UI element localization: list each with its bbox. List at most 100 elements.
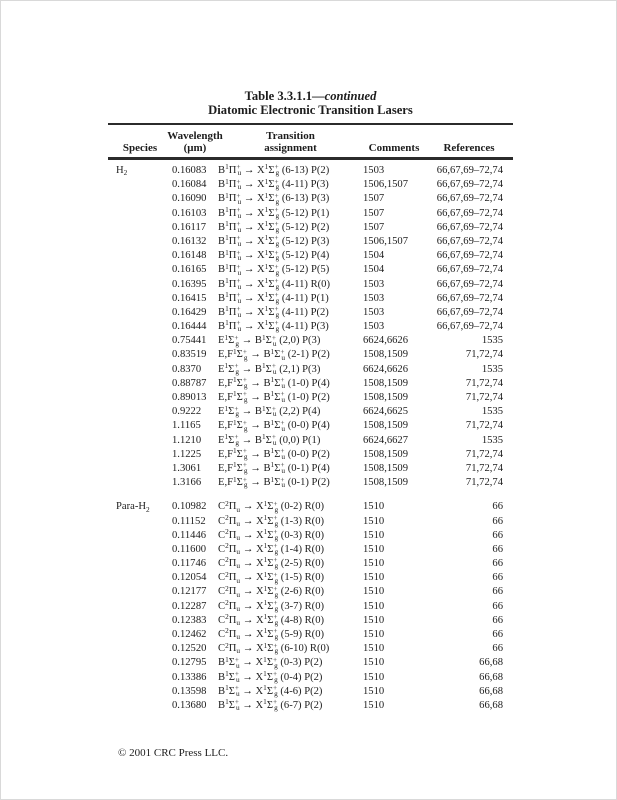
table-row: 0.11600 C2Πu → X1Σ+g (1-4) R(0) 1510 66 — [108, 542, 513, 557]
cell-wavelength: 0.13598 — [172, 685, 207, 697]
cell-transition: C2Πu → X1Σ+g (5-9) R(0) — [218, 626, 325, 642]
cell-species — [108, 600, 172, 614]
table-row: 0.12054 C2Πu → X1Σ+g (1-5) R(0) 1510 66 — [108, 571, 513, 585]
column-header-references-label: References — [443, 141, 495, 154]
cell-species — [108, 320, 172, 334]
cell-references: 66 — [492, 600, 503, 612]
cell-comments: 1503 — [363, 292, 385, 304]
table-row: 0.16395 B1Π+u → X1Σ+g (4-11) R(0) 1503 66,6… — [108, 275, 513, 292]
cell-comments: 6624,6625 — [363, 406, 409, 418]
cell-references: 71,72,74 — [465, 349, 503, 361]
cell-comments: 1510 — [363, 657, 385, 669]
cell-comments: 1507 — [363, 221, 385, 233]
cell-transition: E1Σ+g → B1Σ+u (2,2) P(4) — [218, 403, 321, 419]
cell-references: 66 — [492, 614, 503, 626]
table-row: 0.8370 E1Σ+g → B1Σ+u (2,1) P(3) 6624,6626 1… — [108, 362, 513, 377]
cell-transition: B1Π+u → X1Σ+g (4-11) P(2) — [218, 304, 329, 320]
cell-transition: B1Σ+u → X1Σ+g (4-6) P(2) — [218, 683, 323, 699]
cell-transition: E,F1Σ+g → B1Σ+u (2-1) P(2) — [218, 346, 330, 362]
table-row: 0.11152 C2Πu → X1Σ+g (1-3) R(0) 1510 66 — [108, 514, 513, 529]
cell-references: 66,68 — [479, 699, 503, 711]
table-body: H2 0.16083 B1Π+u → X1Σ+g (6-13) P(2) 1503 66… — [108, 160, 513, 713]
table-row: 1.1210 E1Σ+g → B1Σ+u (0,0) P(1) 6624,6627 1… — [108, 431, 513, 448]
cell-references: 66,68 — [479, 657, 503, 669]
table-row: 0.13386 B1Σ+u → X1Σ+g (0-4) P(2) 1510 66,68 — [108, 668, 513, 685]
cell-species — [108, 585, 172, 599]
table-row: 0.16429 B1Π+u → X1Σ+g (4-11) P(2) 1503 66,6… — [108, 304, 513, 320]
table-row: 0.16084 B1Π+u → X1Σ+g (4-11) P(3) 1506,150… — [108, 177, 513, 192]
cell-transition: B1Π+u → X1Σ+g (6-13) P(2) — [218, 162, 330, 178]
cell-comments: 1508,1509 — [363, 448, 409, 460]
cell-comments: 1506,1507 — [363, 179, 409, 191]
divider-under-header — [108, 157, 513, 160]
cell-comments: 1504 — [363, 250, 385, 262]
cell-wavelength: 0.13386 — [172, 671, 207, 683]
cell-references: 66 — [492, 515, 503, 527]
cell-comments: 1503 — [363, 321, 385, 333]
cell-comments: 1510 — [363, 543, 385, 555]
cell-transition: C2Πu → X1Σ+g (0-3) R(0) — [218, 527, 325, 542]
cell-references: 66,68 — [479, 685, 503, 697]
cell-transition: E,F1Σ+g → B1Σ+u (0-0) P(4) — [218, 417, 330, 433]
table-row: 0.13680 B1Σ+u → X1Σ+g (6-7) P(2) 1510 66,68 — [108, 698, 513, 713]
cell-references: 66,67,69–72,74 — [436, 207, 503, 219]
column-header-comments-label: Comments — [368, 141, 420, 154]
table-row: 0.16132 B1Π+u → X1Σ+g (5-12) P(3) 1506,150… — [108, 233, 513, 249]
cell-transition: B1Σ+u → X1Σ+g (0-4) P(2) — [218, 668, 323, 684]
cell-transition: B1Π+u → X1Σ+g (4-11) P(1) — [218, 290, 329, 305]
cell-comments: 1510 — [363, 558, 385, 570]
cell-wavelength: 0.12383 — [172, 614, 207, 626]
cell-comments: 1510 — [363, 671, 385, 683]
cell-transition: E1Σ+g → B1Σ+u (2,0) P(3) — [218, 332, 321, 348]
cell-species — [108, 334, 172, 348]
cell-wavelength: 1.3166 — [172, 477, 202, 489]
table-row: 0.88787 E,F1Σ+g → B1Σ+u (1-0) P(4) 1508,15… — [108, 376, 513, 391]
divider-under-title — [108, 123, 513, 125]
cell-wavelength: 0.75441 — [172, 335, 207, 347]
cell-references: 66,67,69–72,74 — [436, 221, 503, 233]
cell-wavelength: 0.12177 — [172, 586, 207, 598]
table-header-row: Species Wavelength (μm) Transition assignm… — [108, 125, 513, 157]
cell-references: 66,67,69–72,74 — [436, 250, 503, 262]
cell-references: 66 — [492, 586, 503, 598]
cell-references: 66,67,69–72,74 — [436, 321, 503, 333]
cell-comments: 1510 — [363, 600, 385, 612]
cell-wavelength: 0.16429 — [172, 306, 207, 318]
table-row: 0.11446 C2Πu → X1Σ+g (0-3) R(0) 1510 66 — [108, 527, 513, 543]
cell-wavelength: 1.1225 — [172, 448, 202, 460]
cell-wavelength: 0.11446 — [172, 529, 207, 541]
cell-transition: E1Σ+g → B1Σ+u (0,0) P(1) — [218, 431, 321, 447]
cell-species — [108, 699, 172, 713]
cell-transition: B1Σ+u → X1Σ+g (0-3) P(2) — [218, 654, 323, 670]
table-row: 0.75441 E1Σ+g → B1Σ+u (2,0) P(3) 6624,6626… — [108, 334, 513, 348]
cell-wavelength: 0.16132 — [172, 235, 207, 247]
cell-species — [108, 249, 172, 263]
cell-wavelength: 0.83519 — [172, 349, 207, 361]
table-title-number: Table 3.3.1.1— — [244, 89, 325, 103]
cell-wavelength: 0.11746 — [172, 558, 207, 570]
cell-species: Para-H2 — [116, 501, 150, 514]
cell-comments: 1504 — [363, 264, 385, 276]
cell-references: 66,68 — [479, 671, 503, 683]
cell-species — [108, 292, 172, 306]
cell-wavelength: 1.1210 — [172, 434, 202, 446]
cell-transition: B1Π+u → X1Σ+g (5-12) P(3) — [218, 233, 330, 249]
cell-references: 66,67,69–72,74 — [436, 292, 503, 304]
table-row: 1.1165 E,F1Σ+g → B1Σ+u (0-0) P(4) 1508,150… — [108, 419, 513, 433]
cell-wavelength: 0.12287 — [172, 600, 207, 612]
table-row: 0.16090 B1Π+u → X1Σ+g (6-13) P(3) 1507 66,6… — [108, 192, 513, 206]
cell-species — [108, 363, 172, 377]
cell-references: 66,67,69–72,74 — [436, 193, 503, 205]
cell-references: 1535 — [481, 434, 503, 446]
cell-wavelength: 0.12795 — [172, 657, 207, 669]
cell-transition: B1Π+u → X1Σ+g (6-13) P(3) — [218, 190, 330, 206]
cell-comments: 6624,6626 — [363, 335, 409, 347]
table-row: 0.89013 E,F1Σ+g → B1Σ+u (1-0) P(2) 1508,15… — [108, 390, 513, 405]
cell-comments: 1510 — [363, 515, 385, 527]
table-row: 0.12383 C2Πu → X1Σ+g (4-8) R(0) 1510 66 — [108, 613, 513, 628]
cell-transition: B1Π+u → X1Σ+g (4-11) R(0) — [218, 275, 330, 291]
cell-species — [108, 235, 172, 249]
column-header-references: References — [425, 129, 513, 154]
column-header-species-label: Species — [122, 141, 158, 154]
